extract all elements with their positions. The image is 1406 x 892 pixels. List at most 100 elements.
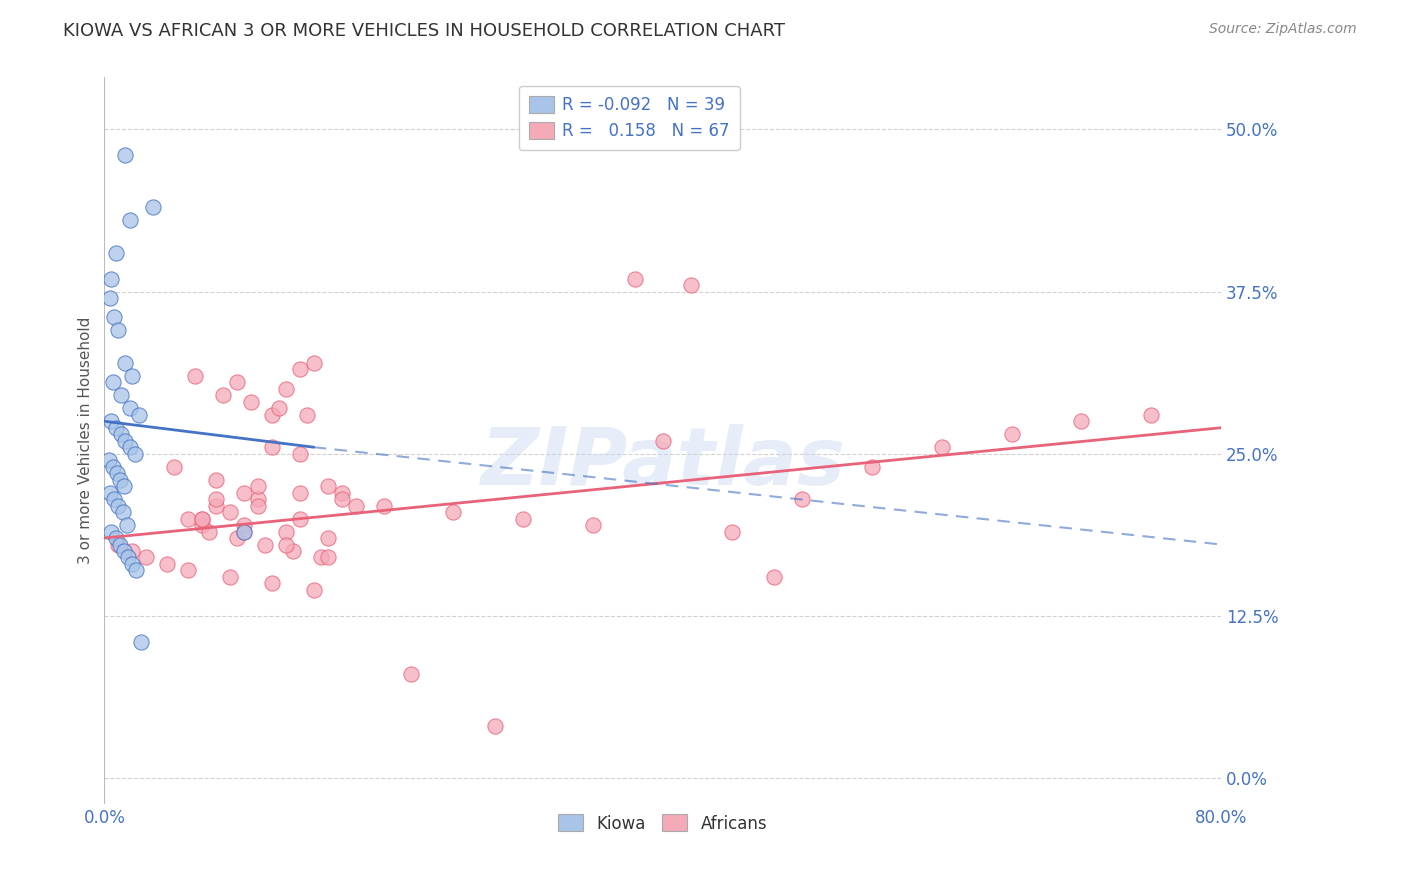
Point xyxy=(226,531,249,545)
Point xyxy=(1140,408,1163,422)
Point xyxy=(1070,414,1092,428)
Point xyxy=(302,582,325,597)
Point xyxy=(108,473,131,487)
Point xyxy=(274,537,297,551)
Point xyxy=(100,414,122,428)
Point xyxy=(101,459,124,474)
Point xyxy=(121,368,143,383)
Point xyxy=(260,440,283,454)
Point xyxy=(330,492,353,507)
Point xyxy=(191,511,214,525)
Point xyxy=(121,557,143,571)
Point xyxy=(931,440,953,454)
Point xyxy=(721,524,744,539)
Point xyxy=(198,524,221,539)
Y-axis label: 3 or more Vehicles in Household: 3 or more Vehicles in Household xyxy=(79,317,93,565)
Text: KIOWA VS AFRICAN 3 OR MORE VEHICLES IN HOUSEHOLD CORRELATION CHART: KIOWA VS AFRICAN 3 OR MORE VEHICLES IN H… xyxy=(63,22,786,40)
Point xyxy=(288,362,311,376)
Point xyxy=(163,459,186,474)
Point xyxy=(101,376,124,390)
Point xyxy=(860,459,883,474)
Point xyxy=(115,518,138,533)
Point xyxy=(582,518,605,533)
Point xyxy=(142,200,165,214)
Point xyxy=(118,440,141,454)
Point xyxy=(260,408,283,422)
Point xyxy=(484,719,506,733)
Point xyxy=(135,550,157,565)
Point xyxy=(156,557,179,571)
Point xyxy=(401,667,423,681)
Point xyxy=(260,576,283,591)
Point xyxy=(103,310,125,325)
Point xyxy=(226,376,249,390)
Point xyxy=(114,148,136,162)
Point xyxy=(191,518,214,533)
Point xyxy=(100,271,122,285)
Point xyxy=(112,479,135,493)
Point xyxy=(104,531,127,545)
Point xyxy=(246,479,269,493)
Point xyxy=(129,635,152,649)
Point xyxy=(103,492,125,507)
Point xyxy=(97,453,120,467)
Point xyxy=(274,524,297,539)
Point xyxy=(110,427,132,442)
Point xyxy=(219,570,242,584)
Point xyxy=(118,401,141,416)
Point xyxy=(623,271,645,285)
Point xyxy=(253,537,276,551)
Point xyxy=(114,356,136,370)
Point xyxy=(125,564,148,578)
Point xyxy=(233,518,256,533)
Point xyxy=(239,394,262,409)
Point xyxy=(108,537,131,551)
Point xyxy=(219,505,242,519)
Point xyxy=(288,447,311,461)
Point xyxy=(104,245,127,260)
Point xyxy=(191,511,214,525)
Point xyxy=(98,485,121,500)
Text: ZIPatlas: ZIPatlas xyxy=(481,424,845,501)
Point xyxy=(205,473,228,487)
Point xyxy=(117,550,139,565)
Point xyxy=(373,499,395,513)
Point xyxy=(177,564,200,578)
Point xyxy=(104,421,127,435)
Point xyxy=(281,544,304,558)
Point xyxy=(98,291,121,305)
Point xyxy=(100,524,122,539)
Point xyxy=(107,499,129,513)
Legend: Kiowa, Africans: Kiowa, Africans xyxy=(551,808,775,839)
Point xyxy=(316,479,339,493)
Point xyxy=(177,511,200,525)
Point xyxy=(512,511,534,525)
Text: Source: ZipAtlas.com: Source: ZipAtlas.com xyxy=(1209,22,1357,37)
Point xyxy=(233,485,256,500)
Point xyxy=(121,544,143,558)
Point xyxy=(112,544,135,558)
Point xyxy=(111,505,134,519)
Point xyxy=(184,368,207,383)
Point xyxy=(124,447,146,461)
Point xyxy=(233,524,256,539)
Point xyxy=(344,499,367,513)
Point xyxy=(792,492,814,507)
Point xyxy=(316,531,339,545)
Point xyxy=(1001,427,1024,442)
Point xyxy=(288,485,311,500)
Point xyxy=(651,434,673,448)
Point xyxy=(105,466,128,480)
Point xyxy=(288,511,311,525)
Point xyxy=(212,388,235,402)
Point xyxy=(330,485,353,500)
Point xyxy=(302,356,325,370)
Point xyxy=(295,408,318,422)
Point xyxy=(679,278,702,293)
Point xyxy=(110,388,132,402)
Point xyxy=(205,492,228,507)
Point xyxy=(274,382,297,396)
Point xyxy=(114,434,136,448)
Point xyxy=(107,323,129,337)
Point xyxy=(246,499,269,513)
